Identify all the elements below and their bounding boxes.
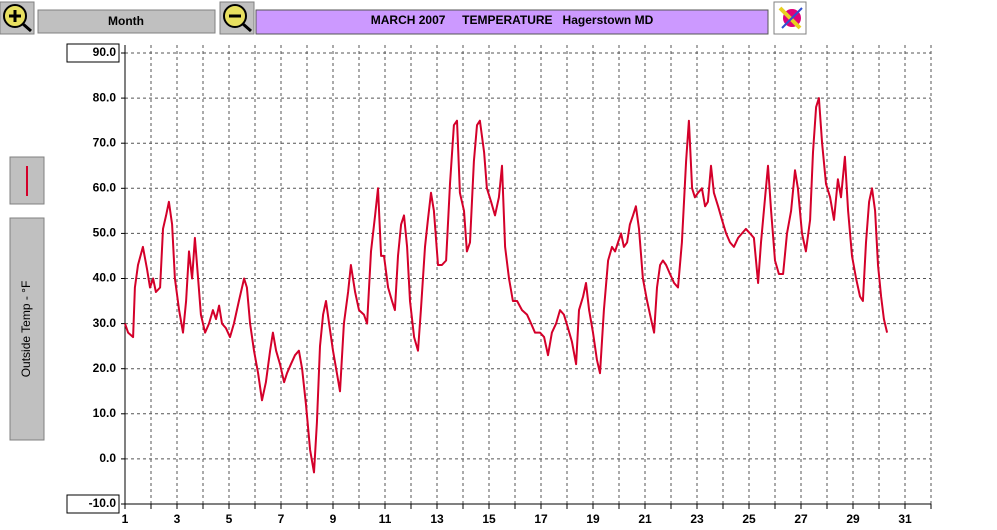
x-tick-label: 23 bbox=[690, 512, 704, 526]
x-tick-label: 27 bbox=[794, 512, 808, 526]
y-tick-label: 60.0 bbox=[93, 180, 117, 194]
chart-title: MARCH 2007 TEMPERATURE Hagerstown MD bbox=[371, 13, 654, 27]
y-tick-label: 10.0 bbox=[93, 406, 117, 420]
zoom-in[interactable] bbox=[0, 1, 35, 35]
x-tick-label: 1 bbox=[122, 512, 129, 526]
x-tick-label: 5 bbox=[226, 512, 233, 526]
temperature-line bbox=[124, 97, 889, 474]
range-button[interactable] bbox=[37, 9, 216, 34]
y-label-button[interactable] bbox=[9, 217, 45, 441]
y-tick-label: 40.0 bbox=[93, 271, 117, 285]
y-tick-label: -10.0 bbox=[89, 496, 117, 510]
x-tick-label: 29 bbox=[846, 512, 860, 526]
x-tick-label: 25 bbox=[742, 512, 756, 526]
x-tick-label: 17 bbox=[534, 512, 548, 526]
x-tick-label: 3 bbox=[174, 512, 181, 526]
x-tick-label: 21 bbox=[638, 512, 652, 526]
x-tick-label: 11 bbox=[379, 512, 392, 526]
x-tick-label: 19 bbox=[586, 512, 600, 526]
settings-icon[interactable] bbox=[773, 1, 807, 35]
x-tick-label: 7 bbox=[278, 512, 285, 526]
y-tick-label: 80.0 bbox=[93, 90, 117, 104]
legend-button[interactable] bbox=[9, 156, 45, 205]
title-bar bbox=[255, 9, 769, 35]
y-tick-label: 30.0 bbox=[93, 316, 117, 330]
y-tick-label: 90.0 bbox=[93, 45, 117, 59]
y-tick-label: 20.0 bbox=[93, 361, 117, 375]
zoom-out[interactable] bbox=[219, 1, 255, 35]
y-tick-label: 50.0 bbox=[93, 226, 117, 240]
x-tick-label: 31 bbox=[898, 512, 912, 526]
y-axis-label: Outside Temp - °F bbox=[19, 281, 33, 378]
y-limit-box bbox=[66, 43, 120, 63]
x-tick-label: 15 bbox=[482, 512, 496, 526]
range-button-label[interactable]: Month bbox=[108, 14, 144, 28]
y-limit-box bbox=[66, 494, 120, 514]
x-tick-label: 13 bbox=[430, 512, 444, 526]
x-tick-label: 9 bbox=[330, 512, 337, 526]
y-tick-label: 70.0 bbox=[93, 135, 117, 149]
y-tick-label: 0.0 bbox=[99, 451, 116, 465]
